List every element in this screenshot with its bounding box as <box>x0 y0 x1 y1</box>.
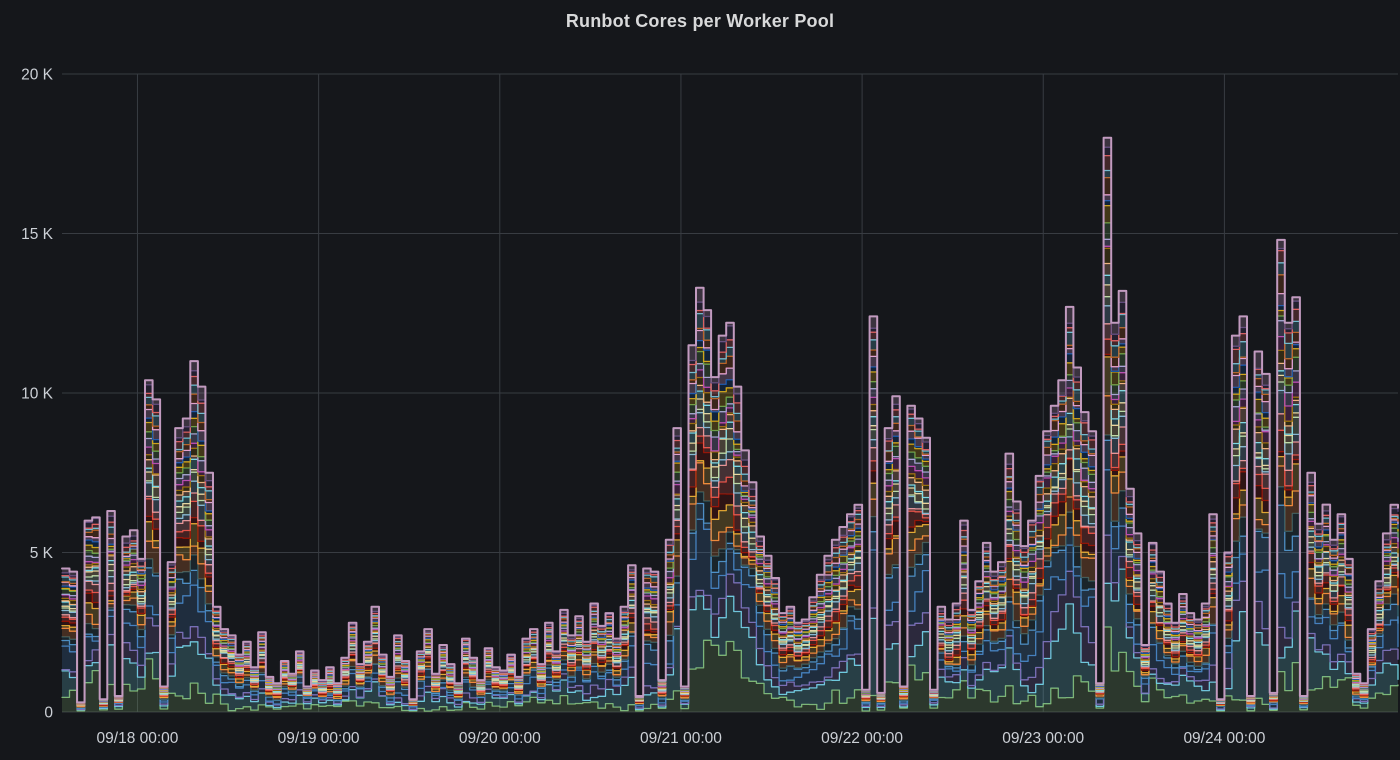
y-tick-label: 5 K <box>30 545 54 562</box>
x-tick-label: 09/22 00:00 <box>821 730 903 747</box>
y-tick-label: 0 <box>44 705 53 722</box>
series-fill-series-02 <box>62 569 1398 712</box>
x-tick-label: 09/21 00:00 <box>640 730 722 747</box>
axis-labels: 0 5 K 10 K 15 K 20 K 09/18 00:00 09/19 00:00 09… <box>21 67 1266 748</box>
y-tick-label: 15 K <box>21 226 54 243</box>
plot-area[interactable] <box>62 74 1398 712</box>
panel-title: Runbot Cores per Worker Pool <box>565 11 835 31</box>
series-line-series-01 <box>61 626 1399 712</box>
x-tick-label: 09/20 00:00 <box>459 730 541 747</box>
y-tick-label: 20 K <box>21 67 54 84</box>
grid <box>62 73 1398 713</box>
series-line-series-02 <box>61 568 1399 711</box>
x-tick-label: 09/24 00:00 <box>1183 730 1265 747</box>
series-line-series-28 <box>61 136 1399 704</box>
y-tick-label: 10 K <box>21 386 54 403</box>
series-line-series-03 <box>61 534 1399 711</box>
x-tick-label: 09/18 00:00 <box>97 730 179 747</box>
series-fill-series-01 <box>62 627 1398 712</box>
x-tick-label: 09/23 00:00 <box>1002 730 1084 747</box>
series-group <box>61 136 1399 712</box>
x-tick-label: 09/19 00:00 <box>278 730 360 747</box>
